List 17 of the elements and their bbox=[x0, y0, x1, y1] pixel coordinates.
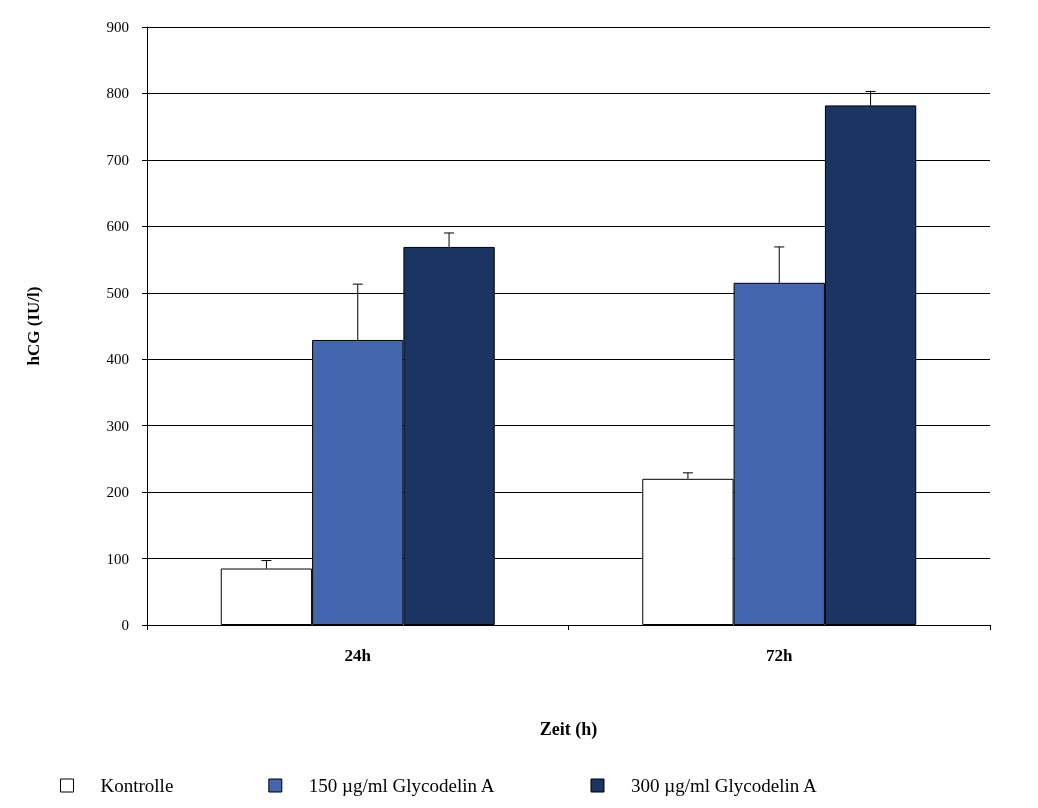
y-tick-label: 800 bbox=[106, 85, 129, 102]
x-tick-label: 24h bbox=[344, 646, 372, 665]
y-tick-label: 300 bbox=[106, 417, 129, 434]
y-tick-label: 700 bbox=[106, 151, 129, 168]
y-tick-label: 500 bbox=[106, 284, 129, 301]
x-axis-title: Zeit (h) bbox=[539, 719, 598, 740]
y-tick-label: 900 bbox=[106, 19, 129, 35]
y-tick-label: 400 bbox=[106, 351, 129, 368]
y-axis-title: hCG (IU/l) bbox=[24, 286, 43, 366]
y-tick-label: 600 bbox=[106, 218, 129, 235]
y-tick-label: 100 bbox=[106, 550, 129, 567]
x-tick-label: 72h bbox=[766, 646, 794, 665]
legend-label: 300 µg/ml Glycodelin A bbox=[631, 775, 817, 796]
legend-label: 150 µg/ml Glycodelin A bbox=[308, 775, 495, 796]
y-tick-label: 200 bbox=[106, 484, 129, 501]
legend-label: Kontrolle bbox=[100, 775, 174, 796]
y-tick-label: 0 bbox=[121, 617, 129, 633]
